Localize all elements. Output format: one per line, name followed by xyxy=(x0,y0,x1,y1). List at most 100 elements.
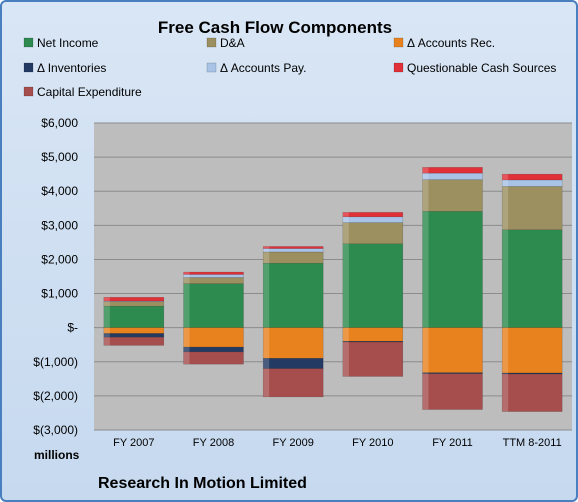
legend-label: Net Income xyxy=(37,36,99,50)
bar-segment-highlight xyxy=(502,373,509,375)
bar-segment-highlight xyxy=(103,327,110,334)
bar-segment-highlight xyxy=(103,301,110,307)
bar-segment-highlight xyxy=(502,179,509,187)
bar-segment-highlight xyxy=(342,212,349,217)
bar-segment-highlight xyxy=(263,327,270,359)
bar-segment-accounts-rec xyxy=(262,327,324,359)
bar-segment-highlight xyxy=(183,347,190,352)
bar-segment-questionable-cash-sources xyxy=(183,271,244,275)
bar-segment-accounts-pay xyxy=(422,172,483,180)
bar-segment-accounts-rec xyxy=(501,327,563,374)
bar-segment-highlight xyxy=(263,358,270,369)
bar-stack-fy-2007 xyxy=(103,297,165,346)
bar-segment-accounts-pay xyxy=(501,179,563,187)
bar-segment-inventories xyxy=(183,346,244,353)
bar-segment-capital-expenditure xyxy=(422,373,483,410)
legend-item-questionable-cash-sources: Questionable Cash Sources xyxy=(393,61,556,75)
x-axis-categories: FY 2007 FY 2008 FY 2009 FY 2010 FY 2011 TTM 8… xyxy=(113,437,562,449)
bar-segment-accounts-pay xyxy=(262,248,324,253)
y-tick-label: $(1,000) xyxy=(33,355,78,369)
bar-segment-capital-expenditure xyxy=(103,336,165,346)
bar-segment-highlight xyxy=(103,333,110,338)
bar-segment-highlight xyxy=(502,174,509,180)
y-tick-label: $5,000 xyxy=(41,150,78,164)
bar-segment-d-a xyxy=(103,301,165,307)
bar-segment-accounts-rec xyxy=(422,327,483,373)
bar-segment-net-income xyxy=(262,262,324,328)
y-tick-label: $6,000 xyxy=(41,116,78,130)
bar-segment-d-a xyxy=(183,277,244,284)
bar-segment-net-income xyxy=(501,229,563,328)
legend-item-accounts-rec: Δ Accounts Rec. xyxy=(393,36,495,50)
bar-segment-highlight xyxy=(342,243,349,328)
y-tick-label: $2,000 xyxy=(41,252,78,266)
bar-stack-fy-2009 xyxy=(262,246,324,398)
bar-segment-highlight xyxy=(422,167,429,174)
bar-segment-d-a xyxy=(422,179,483,212)
y-tick-label: $(2,000) xyxy=(33,389,78,403)
legend-label: D&A xyxy=(220,36,245,50)
bar-segment-highlight xyxy=(342,327,349,342)
legend-item-d-a: D&A xyxy=(206,36,245,50)
x-category-label: FY 2007 xyxy=(113,437,154,449)
bar-segment-highlight xyxy=(422,372,429,374)
bar-segment-highlight xyxy=(263,251,270,264)
legend-label: Δ Accounts Pay. xyxy=(220,61,307,75)
bar-segment-highlight xyxy=(183,272,190,275)
legend-item-capital-expenditure: Capital Expenditure xyxy=(23,85,142,99)
bar-segment-net-income xyxy=(342,243,404,328)
bar-segment-highlight xyxy=(342,341,349,342)
bar-segment-capital-expenditure xyxy=(342,341,404,377)
bar-segment-d-a xyxy=(501,186,563,231)
y-tick-label: $4,000 xyxy=(41,184,78,198)
y-tick-label: $1,000 xyxy=(41,287,78,301)
x-category-label: FY 2011 xyxy=(432,437,473,449)
bar-segment-questionable-cash-sources xyxy=(262,246,324,249)
y-tick-label: $(3,000) xyxy=(33,423,78,437)
x-category-label: FY 2009 xyxy=(272,437,313,449)
legend-swatch xyxy=(206,37,217,48)
bar-segment-highlight xyxy=(422,373,429,410)
bar-segment-highlight xyxy=(103,301,110,302)
bar-stacks xyxy=(103,167,563,412)
bar-segment-highlight xyxy=(422,327,429,373)
bar-segment-highlight xyxy=(502,229,509,328)
bar-segment-highlight xyxy=(342,222,349,244)
bar-segment-net-income xyxy=(183,283,244,328)
chart-legend: Net Income D&A Δ Accounts Rec. Δ Inventorie… xyxy=(23,36,556,99)
bar-segment-highlight xyxy=(422,211,429,328)
bar-segment-highlight xyxy=(103,297,110,302)
bar-segment-accounts-pay xyxy=(342,216,404,223)
bar-segment-accounts-rec xyxy=(103,327,165,334)
bar-segment-d-a xyxy=(262,251,324,264)
bar-segment-highlight xyxy=(502,374,509,412)
bar-segment-net-income xyxy=(103,305,165,328)
x-category-label: FY 2008 xyxy=(193,437,234,449)
bar-segment-questionable-cash-sources xyxy=(422,167,483,174)
bar-segment-capital-expenditure xyxy=(501,373,563,412)
gridlines xyxy=(94,122,572,431)
bar-segment-highlight xyxy=(263,246,270,249)
legend-label: Questionable Cash Sources xyxy=(407,61,556,75)
bar-segment-accounts-rec xyxy=(342,327,404,342)
y-tick-label: $- xyxy=(67,321,78,335)
bar-segment-capital-expenditure xyxy=(183,351,244,365)
bar-stack-fy-2008 xyxy=(183,271,244,365)
bar-segment-highlight xyxy=(183,351,190,365)
bar-stack-fy-2010 xyxy=(342,212,404,377)
bar-segment-highlight xyxy=(183,283,190,328)
bar-stack-fy-2011 xyxy=(422,167,483,410)
y-axis-ticks: $6,000 $5,000 $4,000 $3,000 $2,000 $1,000 $- $(… xyxy=(33,116,78,437)
bar-segment-questionable-cash-sources xyxy=(501,173,563,181)
bar-segment-accounts-pay xyxy=(183,274,244,278)
legend-label: Δ Inventories xyxy=(37,61,106,75)
bar-segment-highlight xyxy=(183,274,190,278)
bar-segment-highlight xyxy=(263,368,270,397)
x-category-label: FY 2010 xyxy=(352,437,393,449)
bar-segment-questionable-cash-sources xyxy=(103,297,165,302)
bar-segment-highlight xyxy=(502,186,509,230)
bar-segment-highlight xyxy=(422,173,429,180)
bar-segment-questionable-cash-sources xyxy=(342,212,404,218)
